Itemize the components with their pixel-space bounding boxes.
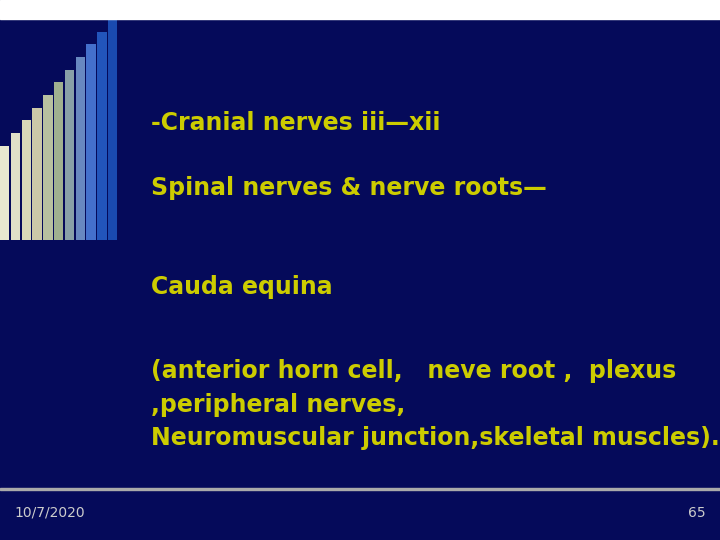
- Bar: [108, 19, 117, 240]
- Bar: [32, 108, 42, 240]
- Text: Cauda equina: Cauda equina: [151, 275, 333, 299]
- Bar: [86, 44, 96, 240]
- Bar: [76, 57, 85, 240]
- Bar: [0, 0, 720, 19]
- Text: -Cranial nerves iii—xii: -Cranial nerves iii—xii: [151, 111, 441, 134]
- Bar: [65, 70, 74, 240]
- Bar: [22, 120, 31, 240]
- Text: 10/7/2020: 10/7/2020: [14, 506, 85, 520]
- Text: 65: 65: [688, 506, 706, 520]
- Bar: [97, 31, 107, 240]
- Bar: [0, 146, 9, 240]
- Bar: [43, 95, 53, 240]
- Bar: [11, 133, 20, 240]
- Text: Spinal nerves & nerve roots—: Spinal nerves & nerve roots—: [151, 176, 547, 199]
- Bar: [54, 82, 63, 240]
- Bar: [0, 488, 720, 490]
- Text: (anterior horn cell,   neve root ,  plexus
,peripheral nerves,
Neuromuscular jun: (anterior horn cell, neve root , plexus …: [151, 359, 720, 450]
